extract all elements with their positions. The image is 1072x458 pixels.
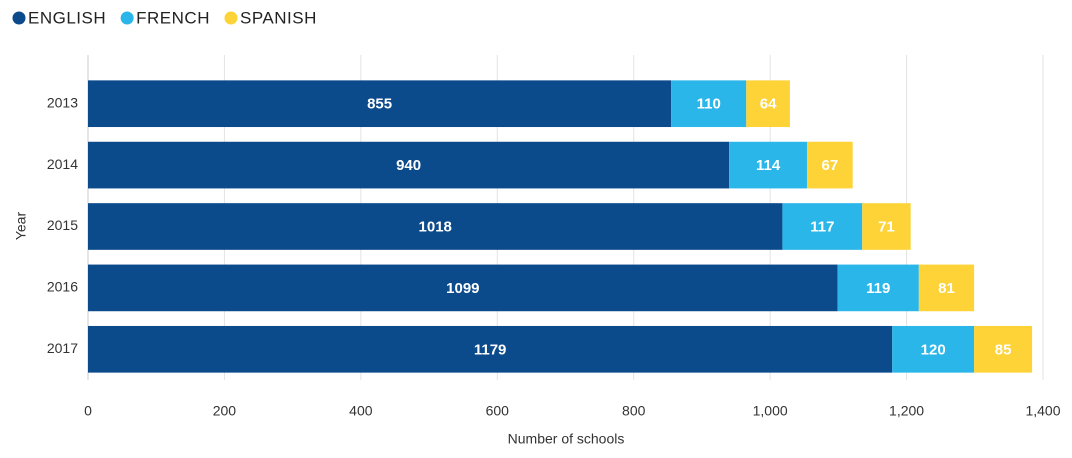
- value-label: 110: [697, 96, 721, 113]
- value-label: 85: [995, 341, 1012, 358]
- x-tick-label: 1,000: [753, 403, 788, 419]
- legend-swatch: [224, 11, 238, 25]
- legend-text: ENGLISH: [28, 8, 106, 27]
- bar-segment: [862, 203, 911, 250]
- bar-segment: [746, 80, 790, 128]
- bar-segment: [88, 325, 893, 373]
- value-label: 64: [760, 96, 777, 113]
- bar-segment: [729, 141, 807, 189]
- y-tick-label: 2015: [47, 217, 78, 233]
- value-label: 1018: [419, 218, 452, 235]
- value-label: 119: [866, 280, 890, 297]
- x-tick-label: 800: [622, 403, 646, 419]
- x-tick-label: 0: [84, 403, 92, 419]
- bar-segment: [974, 325, 1033, 373]
- bar-segment: [88, 203, 783, 250]
- bar-segment: [918, 264, 975, 312]
- value-label: 1179: [474, 341, 507, 358]
- value-label: 120: [921, 341, 946, 358]
- value-label: 71: [878, 218, 895, 235]
- bar-segment: [837, 264, 919, 312]
- legend-text: FRENCH: [136, 8, 210, 27]
- y-tick-label: 2014: [47, 156, 78, 172]
- bar-segment: [892, 325, 975, 373]
- y-tick-label: 2013: [47, 94, 78, 110]
- value-label: 1099: [446, 280, 479, 297]
- bar-segment: [782, 203, 863, 250]
- bar-segment: [88, 264, 838, 312]
- y-tick-label: 2017: [47, 340, 78, 356]
- value-label: 81: [938, 280, 955, 297]
- y-axis-label: Year: [13, 212, 29, 241]
- legend-swatch: [12, 11, 26, 25]
- x-tick-label: 400: [349, 403, 373, 419]
- bar-segment: [671, 80, 747, 128]
- value-label: 940: [396, 157, 421, 174]
- legend-text: SPANISH: [240, 8, 317, 27]
- x-tick-label: 1,400: [1025, 403, 1060, 419]
- value-label: 117: [810, 218, 834, 235]
- value-label: 67: [821, 157, 838, 174]
- y-tick-label: 2016: [47, 279, 78, 295]
- value-label: 114: [756, 157, 781, 174]
- bar-segment: [88, 80, 672, 128]
- x-axis-label: Number of schools: [508, 431, 625, 447]
- bar-segment: [88, 141, 730, 189]
- value-label: 855: [367, 96, 392, 113]
- bar-segment: [806, 141, 853, 189]
- x-tick-label: 600: [486, 403, 510, 419]
- x-tick-label: 1,200: [889, 403, 924, 419]
- legend-swatch: [120, 11, 134, 25]
- x-tick-label: 200: [213, 403, 237, 419]
